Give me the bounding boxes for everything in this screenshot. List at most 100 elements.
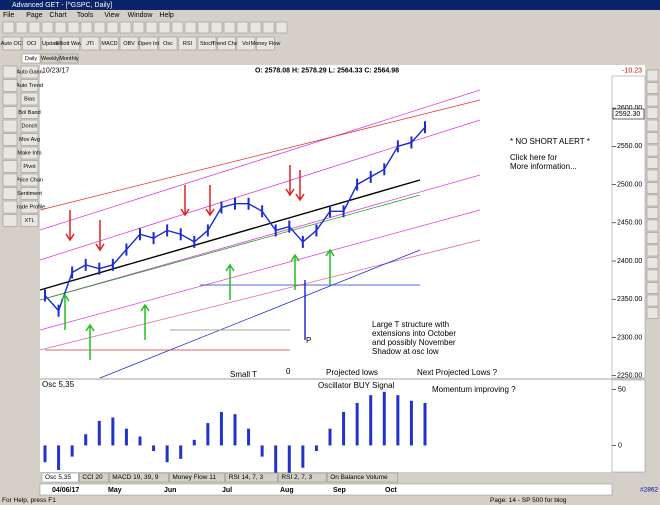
left-icon[interactable]	[2, 133, 18, 146]
tool-label[interactable]: Vol	[242, 41, 250, 47]
tool-label[interactable]: Money Flow	[251, 41, 281, 47]
indicator-tab[interactable]	[326, 472, 399, 483]
tool-icon[interactable]	[223, 21, 236, 34]
left-tool[interactable]	[20, 187, 39, 200]
left-tool-label[interactable]: Auto Gann	[16, 69, 42, 75]
tool-button[interactable]	[119, 36, 139, 51]
click-line[interactable]: Click here for	[510, 153, 557, 162]
tool-label[interactable]: OCI	[27, 41, 37, 47]
menu-item[interactable]: Window	[128, 12, 154, 19]
tool-label[interactable]: Elliott Wave	[56, 41, 85, 47]
left-icon[interactable]	[2, 187, 18, 200]
indicator-tab[interactable]	[278, 472, 327, 483]
menu-item[interactable]: Chart	[49, 12, 66, 19]
left-tool-label[interactable]: XTL	[24, 218, 34, 224]
tool-button[interactable]	[100, 36, 119, 51]
left-tool-label[interactable]: Donch	[22, 123, 38, 129]
right-tool[interactable]	[646, 269, 659, 282]
left-tool[interactable]	[20, 133, 39, 146]
left-icon[interactable]	[2, 119, 18, 133]
tool-icon[interactable]	[2, 21, 15, 34]
indicator-tab[interactable]	[225, 472, 278, 483]
right-tool[interactable]	[646, 194, 659, 207]
right-tool[interactable]	[646, 294, 659, 307]
left-icon[interactable]	[2, 65, 18, 79]
left-icon[interactable]	[2, 92, 18, 106]
tool-icon[interactable]	[80, 21, 93, 34]
tool-icon[interactable]	[249, 21, 262, 34]
right-tool[interactable]	[646, 69, 659, 82]
tool-label[interactable]: RSI	[183, 41, 193, 47]
alert[interactable]: * NO SHORT ALERT *	[510, 137, 590, 146]
right-tool[interactable]	[646, 219, 659, 232]
tool-button[interactable]	[61, 36, 80, 51]
left-tool[interactable]	[20, 106, 39, 119]
menu-item[interactable]: View	[104, 12, 120, 19]
tool-button[interactable]	[2, 36, 22, 51]
right-tool[interactable]	[646, 307, 659, 319]
left-icon[interactable]	[2, 106, 18, 119]
left-tool[interactable]	[20, 65, 39, 79]
right-tool[interactable]	[646, 157, 659, 169]
tool-icon[interactable]	[132, 21, 145, 34]
tool-button[interactable]	[217, 36, 236, 51]
tool-button[interactable]	[41, 36, 61, 51]
tab-label[interactable]: Daily	[25, 56, 37, 62]
right-tool[interactable]	[646, 132, 659, 144]
tool-label[interactable]: JTI	[86, 41, 94, 47]
tool-button[interactable]	[158, 36, 178, 51]
menu-item[interactable]: Page	[26, 12, 42, 19]
tool-button[interactable]	[236, 36, 256, 51]
right-tool[interactable]	[646, 82, 659, 94]
left-tool-label[interactable]: Pivot	[23, 164, 36, 170]
left-tool[interactable]	[20, 79, 39, 92]
right-tool[interactable]	[646, 282, 659, 294]
tab[interactable]	[21, 53, 41, 64]
tool-icon[interactable]	[28, 21, 41, 34]
left-icon[interactable]	[2, 160, 18, 173]
left-tool[interactable]	[20, 214, 39, 227]
left-tool-label[interactable]: Auto Trend	[16, 83, 43, 89]
tool-button[interactable]	[197, 36, 217, 51]
menu-item[interactable]: Help	[159, 12, 174, 19]
left-icon[interactable]	[2, 173, 18, 187]
left-tool[interactable]	[20, 160, 39, 173]
tool-button[interactable]	[22, 36, 41, 51]
tab-label[interactable]: Monthly	[59, 56, 79, 62]
right-tool[interactable]	[646, 144, 659, 157]
right-tool[interactable]	[646, 169, 659, 182]
right-tool[interactable]	[646, 244, 659, 257]
indicator-tab-label[interactable]: CCI 20	[82, 474, 103, 481]
right-tool[interactable]	[646, 94, 659, 107]
indicator-tab-label[interactable]: RSI 14, 7, 3	[229, 474, 264, 481]
right-tool[interactable]	[646, 107, 659, 119]
tool-label[interactable]: Stoch	[200, 41, 214, 47]
left-tool-label[interactable]: Bol Band	[18, 110, 40, 116]
left-icon[interactable]	[2, 214, 18, 227]
right-tool[interactable]	[646, 257, 659, 269]
tool-icon[interactable]	[275, 21, 288, 34]
left-icon[interactable]	[2, 146, 18, 160]
tool-button[interactable]	[139, 36, 158, 51]
indicator-tab-label[interactable]: On Balance Volume	[330, 474, 388, 481]
indicator-tab-label[interactable]: RSI 2, 7, 3	[281, 474, 312, 481]
tool-label[interactable]: Osc	[163, 41, 173, 47]
tool-label[interactable]: Open Int	[138, 41, 160, 47]
tool-button[interactable]	[80, 36, 100, 51]
right-tool[interactable]	[646, 119, 659, 132]
left-tool[interactable]	[20, 92, 39, 106]
tab[interactable]	[59, 53, 79, 64]
tool-icon[interactable]	[184, 21, 197, 34]
tool-icon[interactable]	[236, 21, 249, 34]
tool-icon[interactable]	[119, 21, 132, 34]
left-tool[interactable]	[20, 200, 39, 214]
left-icon[interactable]	[2, 200, 18, 214]
indicator-tab[interactable]	[169, 472, 226, 483]
left-tool-label[interactable]: Sentiment	[17, 191, 42, 197]
right-tool[interactable]	[646, 182, 659, 194]
left-tool[interactable]	[20, 119, 39, 133]
indicator-tab-label[interactable]: MACD 19, 39, 9	[112, 474, 159, 481]
tool-icon[interactable]	[171, 21, 184, 34]
right-tool[interactable]	[646, 207, 659, 219]
tool-icon[interactable]	[15, 21, 28, 34]
